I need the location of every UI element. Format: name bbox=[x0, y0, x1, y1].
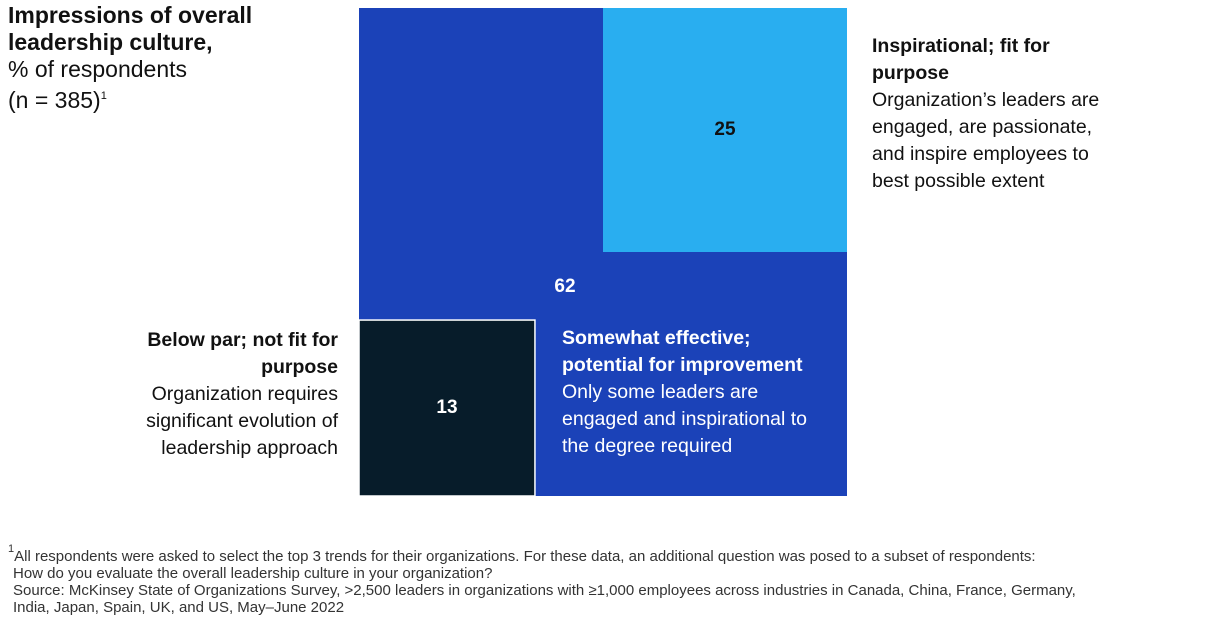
segment-name: Inspirational; fit for purpose bbox=[872, 35, 1050, 84]
footnote: All respondents were asked to select the… bbox=[14, 548, 1036, 565]
segment-description: Organization requires significant evolut… bbox=[146, 383, 338, 459]
value-label: 62 bbox=[554, 276, 575, 297]
value-label: 25 bbox=[714, 119, 736, 140]
segment-text: Below par; not fit for purpose Organizati… bbox=[108, 327, 338, 462]
source: India, Japan, Spain, UK, and US, May–Jun… bbox=[13, 599, 345, 616]
note-marker: 1 bbox=[100, 90, 107, 102]
segment-text: Somewhat effective; potential for improv… bbox=[562, 325, 837, 460]
segment-description: Organization’s leaders are engaged, are … bbox=[872, 89, 1100, 192]
segment-name: Somewhat effective; potential for improv… bbox=[562, 327, 803, 376]
chart-title: Impressions of overall leadership cultur… bbox=[8, 2, 253, 55]
segment-name: Below par; not fit for purpose bbox=[147, 329, 338, 378]
square bbox=[358, 319, 536, 497]
footnote: How do you evaluate the overall leadersh… bbox=[13, 565, 493, 582]
source: Source: McKinsey State of Organizations … bbox=[13, 582, 1076, 599]
segment-text: Inspirational; fit for purpose Organizati… bbox=[872, 33, 1102, 195]
title-block: Impressions of overall leadership cultur… bbox=[8, 2, 308, 114]
note-marker: 1 bbox=[8, 543, 15, 555]
value-label: 13 bbox=[436, 397, 457, 418]
sample-size: (n = 385) bbox=[8, 87, 101, 113]
square bbox=[603, 8, 847, 252]
segment-description: Only some leaders are engaged and inspir… bbox=[562, 381, 808, 457]
subtitle: % of respondents bbox=[8, 56, 188, 82]
footnotes: 1All respondents were asked to select th… bbox=[8, 541, 1208, 616]
